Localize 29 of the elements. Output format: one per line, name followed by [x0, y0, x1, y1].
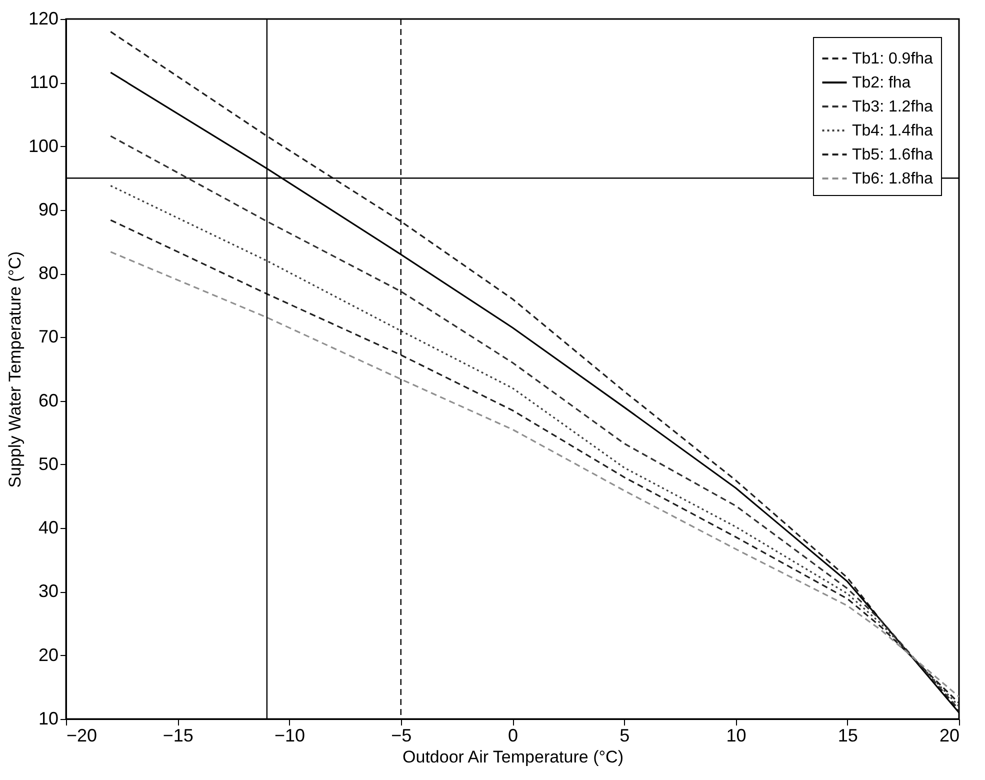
x-tick-label: −5	[391, 726, 412, 746]
y-tick-label: 40	[38, 518, 58, 538]
x-axis-title: Outdoor Air Temperature (°C)	[402, 748, 624, 766]
legend-label: Tb3: 1.2fha	[852, 98, 934, 116]
legend-label: Tb6: 1.8fha	[852, 170, 934, 188]
legend-label: Tb5: 1.6fha	[852, 146, 934, 164]
x-tick-label: −20	[66, 726, 98, 746]
x-tick-label: 0	[508, 726, 518, 746]
y-tick-label: 10	[38, 708, 58, 728]
y-tick-label: 20	[38, 644, 58, 665]
y-tick-label: 30	[38, 581, 58, 602]
y-tick-label: 70	[38, 326, 58, 347]
y-tick-label: 50	[38, 454, 58, 474]
legend-label: Tb2: fha	[852, 74, 911, 92]
x-tick-label: 10	[726, 726, 746, 746]
y-tick-label: 90	[38, 199, 58, 220]
x-tick-label: 20	[939, 726, 960, 746]
y-axis-title: Supply Water Temperature (°C)	[5, 251, 24, 488]
y-tick-label: 60	[38, 390, 58, 410]
x-tick-label: −10	[274, 726, 306, 746]
y-tick-label: 120	[28, 8, 58, 28]
x-tick-label: 5	[620, 726, 630, 746]
y-tick-label: 80	[38, 263, 58, 284]
x-tick-label: 15	[838, 726, 858, 746]
x-tick-label: −15	[162, 726, 194, 746]
y-tick-label: 100	[28, 136, 58, 156]
legend-label: Tb1: 0.9fha	[852, 50, 934, 68]
legend-label: Tb4: 1.4fha	[852, 122, 934, 140]
y-tick-label: 110	[30, 72, 58, 92]
